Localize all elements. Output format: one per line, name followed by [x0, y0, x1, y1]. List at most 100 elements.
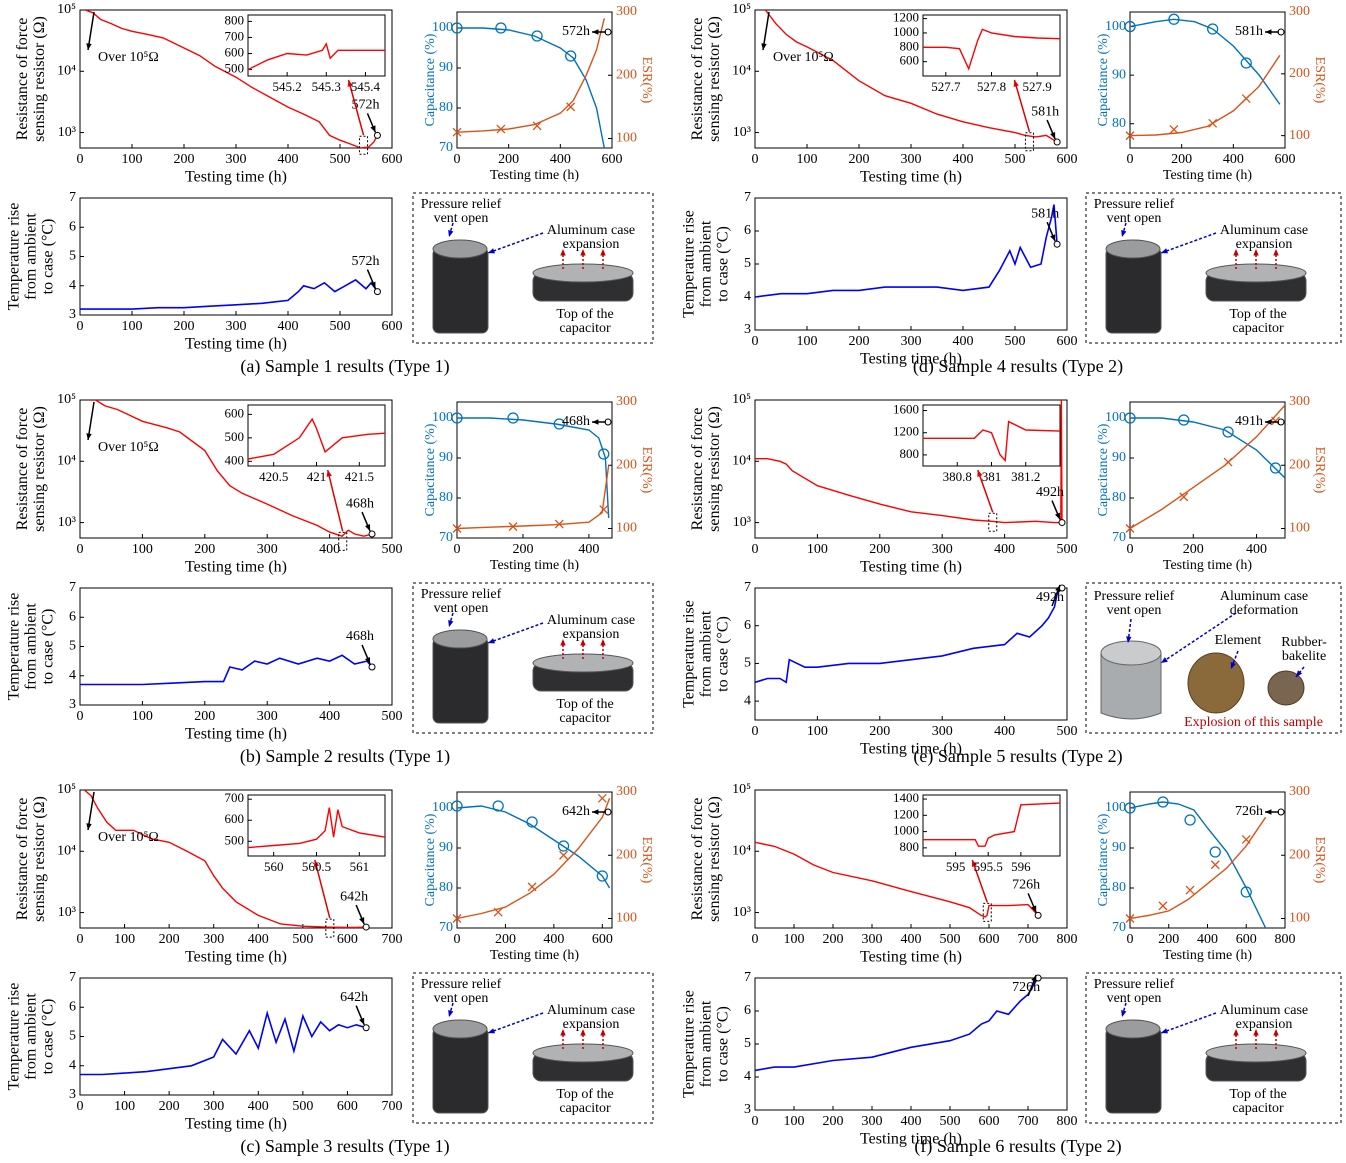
y2-axis-label: ESR(%) [639, 57, 654, 104]
arrow-head [1233, 249, 1239, 256]
marker [507, 412, 519, 424]
y-axis-label: to case (°C) [715, 616, 732, 692]
x-tick-label: 0 [77, 542, 84, 557]
x-tick-label: 500 [382, 709, 403, 724]
arrow-head [488, 248, 495, 254]
end-label: 726h [1012, 980, 1040, 995]
x-tick-label: 545.4 [351, 79, 381, 94]
y2-tick-label: 300 [616, 4, 637, 19]
arrow-head [448, 620, 454, 627]
capacitor [432, 1027, 489, 1114]
y-axis-label: to case (°C) [715, 1006, 732, 1082]
x-tick-label: 400 [319, 709, 340, 724]
end-label: 468h [562, 414, 590, 429]
series-line [1130, 801, 1267, 928]
arrow-head [1233, 1029, 1239, 1036]
plot-frame [456, 401, 613, 539]
x-tick-label: 560.5 [302, 859, 331, 874]
x-tick-label: 300 [203, 1099, 224, 1114]
arrow-head [326, 470, 332, 477]
y-axis-label: sensing resistor (Ω) [706, 16, 723, 142]
series-line [248, 417, 385, 460]
x-tick-label: 100 [797, 334, 818, 349]
y2-tick-label: 300 [616, 394, 637, 409]
y-tick-label: 100 [1105, 410, 1126, 425]
marker [532, 121, 542, 131]
x-tick-label: 0 [752, 724, 759, 739]
x-tick-label: 300 [932, 724, 953, 739]
y2-axis-label: ESR(%) [1312, 57, 1327, 104]
arrow-head [488, 1028, 495, 1034]
x-tick-label: 100 [807, 724, 828, 739]
marker [495, 22, 507, 34]
x-tick-label: 200 [1158, 932, 1179, 947]
arrow [487, 622, 544, 644]
arrow-head [365, 524, 371, 532]
y-tick-label: 5 [69, 639, 76, 654]
y-tick-label: 100 [432, 410, 453, 425]
series-line [1130, 18, 1281, 105]
capacitor-lid [532, 653, 634, 673]
y-tick-label: 100 [432, 800, 453, 815]
y2-tick-label: 300 [1289, 4, 1310, 19]
x-axis-label: Testing time (h) [1163, 558, 1253, 573]
series-line [457, 27, 605, 148]
x-tick-label: 0 [1127, 152, 1134, 167]
plot-frame [754, 197, 1068, 331]
x-tick-label: 500 [940, 932, 961, 947]
end-point [362, 1024, 370, 1032]
y-tick-label: 4 [744, 1069, 751, 1084]
x-tick-label: 527.9 [1023, 79, 1052, 94]
arrow-head [1265, 809, 1272, 815]
y2-tick-label: 100 [1289, 521, 1310, 536]
marker [1210, 860, 1220, 870]
x-tick-label: 200 [174, 152, 195, 167]
y-axis-label: Temperature rise [6, 593, 23, 701]
x-tick-label: 600 [1057, 334, 1078, 349]
plot-frame [247, 404, 386, 467]
y-tick-label: 3 [744, 1102, 751, 1117]
can-top [1100, 640, 1162, 666]
y-axis-label: from ambient [23, 213, 40, 300]
photo-label: Rubber- [1281, 635, 1327, 650]
element [1187, 652, 1245, 714]
capacitor-top [432, 629, 488, 649]
y-tick-label: 6 [744, 618, 751, 633]
x-tick-label: 400 [994, 724, 1015, 739]
marker [1124, 412, 1136, 424]
marker [1125, 131, 1135, 141]
arrow-head [580, 639, 586, 646]
y-axis-label: Temperature rise [681, 600, 698, 708]
marker [531, 30, 543, 42]
x-tick-label: 500 [330, 152, 351, 167]
arrow-head [1054, 512, 1061, 520]
photo-label: capacitor [1232, 1101, 1284, 1116]
end-label: 572h [351, 254, 379, 269]
photo-frame [1085, 582, 1342, 734]
y-axis-label: to case (°C) [40, 999, 57, 1075]
y-tick-label: 3 [744, 322, 751, 337]
photo-label: Element [1215, 633, 1262, 648]
x-tick-label: 300 [862, 1114, 883, 1129]
y-tick-label: 3 [69, 1087, 76, 1102]
marker [1241, 94, 1251, 104]
y-axis-label: to case (°C) [40, 609, 57, 685]
arrow-head [365, 656, 371, 664]
series-line [923, 802, 1060, 847]
y-tick-label: 4 [744, 693, 751, 708]
marker [566, 102, 576, 112]
x-tick-label: 561 [350, 859, 370, 874]
y-tick-label: 3 [69, 307, 76, 322]
marker [554, 519, 564, 529]
x-tick-label: 596 [1011, 859, 1031, 874]
y-tick-label: 6 [744, 1003, 751, 1018]
marker [1240, 57, 1252, 69]
series-line [923, 28, 1060, 71]
photo-label: vent open [434, 991, 489, 1006]
x-tick-label: 500 [940, 1114, 961, 1129]
arrow-head [1230, 662, 1236, 669]
capacitor-lid [1205, 1043, 1307, 1063]
x-tick-label: 600 [979, 932, 1000, 947]
arrow-head [1161, 1028, 1168, 1034]
y2-tick-label: 200 [616, 457, 637, 472]
